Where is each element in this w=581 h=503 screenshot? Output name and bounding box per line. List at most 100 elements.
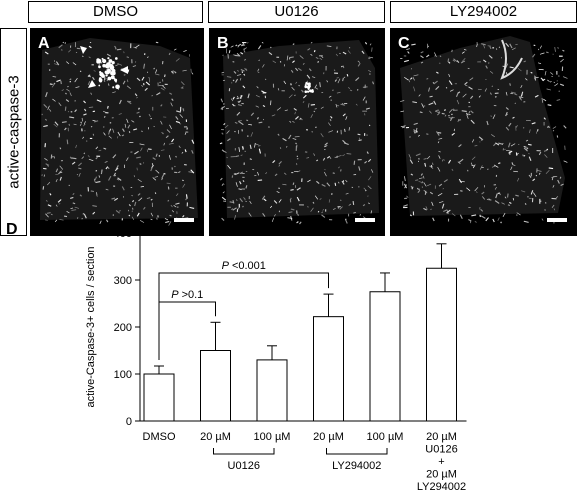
- cell-speck: [112, 91, 116, 94]
- cell-speck: [345, 219, 348, 224]
- cell-speck: [54, 121, 59, 126]
- cell-speck: [341, 65, 343, 68]
- apoptotic-cluster: [107, 57, 110, 60]
- tissue-section: [400, 36, 565, 216]
- cell-speck: [83, 121, 86, 125]
- cell-speck: [235, 44, 238, 47]
- cell-speck: [563, 125, 567, 129]
- cell-speck: [400, 100, 405, 102]
- cell-speck: [108, 175, 112, 181]
- cell-speck: [245, 185, 248, 189]
- cell-speck: [515, 125, 518, 128]
- apoptotic-cluster: [115, 57, 118, 60]
- cell-speck: [53, 123, 58, 128]
- cell-speck: [511, 162, 514, 165]
- cell-speck: [45, 213, 49, 218]
- cell-speck: [547, 125, 551, 129]
- cell-speck: [514, 102, 516, 105]
- apoptotic-cluster: [102, 64, 106, 68]
- cell-speck: [287, 217, 293, 219]
- cell-speck: [421, 103, 424, 108]
- apoptotic-cluster: [110, 71, 115, 76]
- cell-speck: [139, 143, 145, 146]
- cell-speck: [81, 55, 84, 58]
- cell-speck: [418, 157, 420, 160]
- cell-speck: [552, 185, 555, 188]
- cell-speck: [49, 193, 52, 196]
- cell-speck: [404, 76, 409, 81]
- cell-speck: [334, 79, 338, 82]
- cell-speck: [313, 50, 316, 53]
- cell-speck: [412, 101, 418, 104]
- cell-speck: [346, 73, 349, 77]
- cell-speck: [497, 88, 500, 91]
- cell-speck: [483, 44, 486, 49]
- cell-speck: [93, 70, 96, 72]
- cell-speck: [132, 65, 137, 67]
- y-tick-label: 300: [114, 275, 132, 287]
- cell-speck: [416, 187, 419, 190]
- cell-speck: [538, 151, 542, 156]
- cell-speck: [54, 219, 58, 223]
- cell-speck: [159, 81, 161, 84]
- cell-speck: [92, 205, 97, 207]
- cell-speck: [154, 73, 160, 76]
- cell-speck: [343, 128, 346, 132]
- cell-speck: [337, 78, 341, 84]
- cell-speck: [278, 199, 282, 203]
- cell-speck: [55, 178, 58, 183]
- cell-speck: [358, 139, 362, 142]
- cell-speck: [322, 157, 326, 161]
- cell-speck: [357, 62, 361, 67]
- cell-speck: [461, 51, 465, 54]
- apoptotic-cluster: [308, 84, 311, 87]
- cell-speck: [117, 131, 121, 137]
- bright-edge: [500, 39, 523, 80]
- cell-speck: [443, 179, 448, 183]
- cell-speck: [265, 172, 267, 175]
- cell-speck: [448, 61, 451, 64]
- cell-speck: [367, 185, 372, 190]
- apoptotic-cluster: [307, 82, 311, 86]
- cell-speck: [106, 219, 109, 223]
- cell-speck: [491, 134, 495, 138]
- cell-speck: [362, 204, 366, 207]
- cell-speck: [494, 96, 497, 98]
- cell-speck: [72, 193, 75, 195]
- x-tick-label: U0126: [425, 444, 457, 456]
- cell-speck: [164, 218, 169, 221]
- cell-speck: [404, 176, 406, 182]
- scale-bar: [174, 218, 194, 222]
- cell-speck: [342, 139, 347, 144]
- cell-speck: [539, 45, 542, 49]
- cell-speck: [254, 142, 256, 148]
- cell-speck: [430, 208, 432, 211]
- cell-speck: [457, 91, 461, 94]
- cell-speck: [448, 108, 453, 113]
- cell-speck: [432, 217, 435, 222]
- cell-speck: [423, 189, 428, 194]
- apoptotic-cluster: [111, 61, 115, 65]
- cell-speck: [420, 173, 423, 176]
- cell-speck: [45, 92, 48, 98]
- cell-speck: [224, 124, 229, 129]
- cell-speck: [409, 214, 412, 217]
- apoptotic-cluster: [107, 76, 112, 81]
- cell-speck: [525, 139, 529, 142]
- cell-speck: [517, 177, 520, 182]
- cell-speck: [222, 200, 227, 202]
- cell-speck: [243, 51, 246, 53]
- cell-speck: [312, 201, 315, 204]
- cell-speck: [166, 129, 171, 133]
- micrograph-b: B: [209, 28, 385, 236]
- cell-speck: [64, 106, 67, 111]
- cell-speck: [134, 93, 138, 97]
- cell-speck: [314, 84, 318, 89]
- cell-speck: [495, 48, 498, 50]
- cell-speck: [355, 77, 360, 82]
- cell-speck: [150, 167, 153, 172]
- cell-speck: [294, 94, 296, 97]
- cell-speck: [288, 211, 293, 214]
- cell-speck: [237, 206, 241, 210]
- cell-speck: [44, 118, 48, 121]
